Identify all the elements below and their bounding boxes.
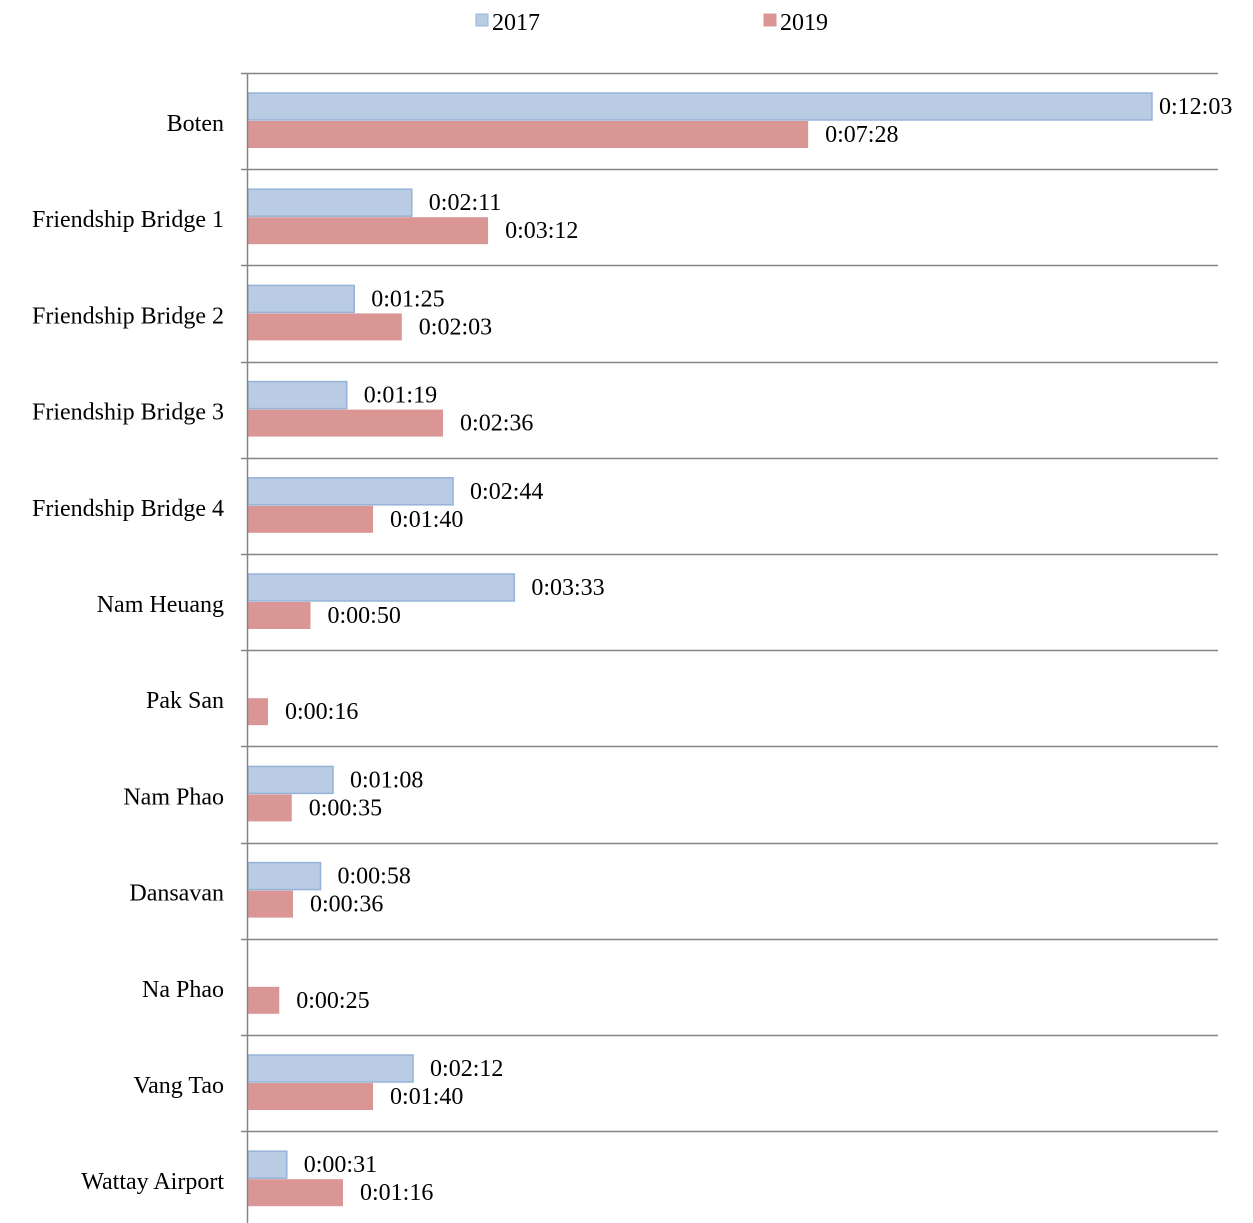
data-label-boten-2017: 0:12:03 (1159, 94, 1232, 120)
bar-boten-2017 (247, 92, 1153, 121)
category-label-vang-tao: Vang Tao (133, 1073, 224, 1099)
bar-nam-phao-2017 (247, 765, 334, 795)
legend-swatch-2017 (475, 13, 489, 27)
category-label-friendship-bridge-1: Friendship Bridge 1 (32, 207, 224, 233)
legend: 2017 2019 (475, 10, 828, 36)
data-label-nam-heuang-2017: 0:03:33 (531, 575, 604, 601)
legend-swatch-2019 (763, 13, 777, 27)
data-label-vang-tao-2019: 0:01:40 (390, 1084, 463, 1110)
bar-nam-phao-2019 (248, 794, 292, 822)
data-label-boten-2019: 0:07:28 (825, 122, 898, 148)
data-label-friendship-bridge-4-2019: 0:01:40 (390, 507, 463, 533)
bar-friendship-bridge-2-2017 (247, 284, 356, 314)
category-label-pak-san: Pak San (146, 688, 224, 714)
category-label-friendship-bridge-4: Friendship Bridge 4 (32, 496, 224, 522)
data-label-nam-heuang-2019: 0:00:50 (328, 603, 401, 629)
data-label-vang-tao-2017: 0:02:12 (430, 1056, 503, 1082)
bar-friendship-bridge-4-2019 (248, 505, 374, 533)
legend-label-2019: 2019 (780, 10, 828, 36)
data-label-friendship-bridge-3-2019: 0:02:36 (460, 411, 533, 437)
bar-friendship-bridge-3-2019 (248, 409, 444, 437)
category-label-na-phao: Na Phao (142, 977, 224, 1003)
category-label-boten: Boten (167, 111, 224, 137)
data-label-friendship-bridge-4-2017: 0:02:44 (470, 479, 543, 505)
category-label-friendship-bridge-3: Friendship Bridge 3 (32, 400, 224, 426)
data-label-friendship-bridge-2-2019: 0:02:03 (419, 314, 492, 340)
bar-wattay-airport-2019 (248, 1179, 344, 1207)
value-labels: 0:12:030:07:280:02:110:03:120:01:250:02:… (285, 94, 1232, 1206)
category-label-wattay-airport: Wattay Airport (81, 1169, 224, 1195)
data-label-friendship-bridge-3-2017: 0:01:19 (364, 383, 437, 409)
bar-pak-san-2019 (248, 698, 269, 726)
data-label-wattay-airport-2017: 0:00:31 (304, 1152, 377, 1178)
data-label-nam-phao-2019: 0:00:35 (309, 795, 382, 821)
bar-dansavan-2017 (247, 861, 322, 891)
category-label-nam-heuang: Nam Heuang (97, 592, 224, 618)
bar-friendship-bridge-3-2017 (247, 380, 348, 410)
bar-vang-tao-2017 (247, 1054, 414, 1083)
bar-nam-heuang-2019 (248, 602, 311, 629)
category-label-dansavan: Dansavan (129, 881, 224, 907)
bars (247, 92, 1153, 1207)
data-label-wattay-airport-2019: 0:01:16 (360, 1180, 433, 1206)
category-labels: Boten Friendship Bridge 1 Friendship Bridg… (32, 111, 224, 1195)
category-label-nam-phao: Nam Phao (123, 784, 224, 810)
bar-friendship-bridge-1-2017 (247, 188, 413, 217)
data-label-friendship-bridge-2-2017: 0:01:25 (371, 286, 444, 312)
bar-friendship-bridge-2-2019 (248, 313, 402, 341)
data-label-dansavan-2019: 0:00:36 (310, 892, 383, 918)
bar-friendship-bridge-4-2017 (247, 477, 454, 506)
bar-dansavan-2019 (248, 890, 294, 918)
data-label-friendship-bridge-1-2017: 0:02:11 (429, 190, 501, 216)
data-label-na-phao-2019: 0:00:25 (296, 988, 369, 1014)
legend-label-2017: 2017 (492, 10, 540, 36)
bar-wattay-airport-2017 (247, 1150, 288, 1179)
category-label-friendship-bridge-2: Friendship Bridge 2 (32, 303, 224, 329)
data-label-dansavan-2017: 0:00:58 (338, 864, 411, 890)
bar-nam-heuang-2017 (247, 573, 516, 602)
bar-friendship-bridge-1-2019 (248, 217, 489, 245)
gridlines (241, 72, 1218, 1133)
bar-vang-tao-2019 (248, 1083, 374, 1110)
data-label-friendship-bridge-1-2019: 0:03:12 (505, 218, 578, 244)
bar-boten-2019 (248, 121, 809, 148)
bar-na-phao-2019 (248, 986, 280, 1014)
data-label-pak-san-2019: 0:00:16 (285, 699, 358, 725)
data-label-nam-phao-2017: 0:01:08 (350, 767, 423, 793)
